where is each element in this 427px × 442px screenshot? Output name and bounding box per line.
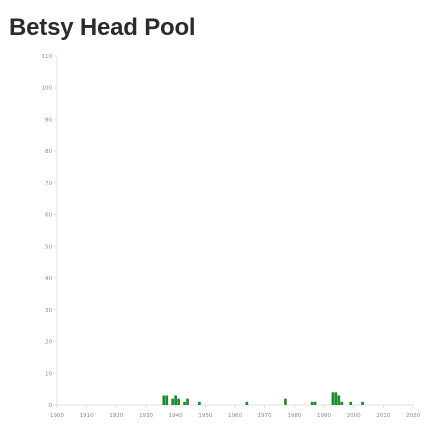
y-tick-label: 10 (45, 371, 52, 377)
bar (334, 392, 338, 405)
y-tick-label: 70 (45, 181, 52, 187)
bar (162, 395, 166, 405)
bar (340, 401, 344, 405)
bar (177, 398, 180, 405)
x-tick-label: 1930 (139, 413, 153, 419)
x-tick-label: 2020 (406, 413, 420, 419)
x-tick-label: 1910 (80, 413, 94, 419)
bar (171, 398, 175, 405)
y-tick-label: 40 (45, 276, 52, 282)
y-tick-label: 20 (45, 340, 52, 346)
y-tick-label: 100 (42, 86, 53, 92)
y-tick-label: 60 (45, 213, 52, 219)
y-tick-label: 110 (42, 54, 53, 60)
y-tick-label: 90 (45, 117, 52, 123)
bar (337, 395, 341, 405)
x-tick-label: 1980 (287, 413, 301, 419)
bar (186, 398, 189, 405)
y-tick-label: 80 (45, 149, 52, 155)
bar (313, 401, 317, 405)
y-tick-label: 0 (49, 403, 53, 409)
x-tick-label: 2010 (376, 413, 390, 419)
y-tick-label: 30 (45, 308, 52, 314)
bar (284, 398, 287, 405)
x-tick-label: 1990 (317, 413, 331, 419)
x-tick-label: 1940 (169, 413, 183, 419)
bar (198, 401, 201, 405)
y-tick-label: 50 (45, 244, 52, 250)
x-tick-label: 2000 (347, 413, 361, 419)
x-axis: 1900 1910 1920 1930 1940 1950 1960 1970 1980 1990… (50, 404, 420, 419)
x-tick-label: 1900 (50, 413, 64, 419)
bar (331, 392, 335, 405)
bar (165, 395, 169, 405)
x-tick-label: 1970 (258, 413, 272, 419)
x-tick-label: 1920 (109, 413, 123, 419)
bar (361, 401, 364, 405)
bar (174, 395, 178, 405)
page-title: Betsy Head Pool (9, 14, 196, 41)
bar (349, 401, 353, 405)
y-axis: 0 10 20 30 40 50 60 70 80 90 100 110 (42, 54, 58, 409)
bar (183, 401, 186, 405)
x-tick-label: 1960 (228, 413, 242, 419)
x-tick-label: 1950 (198, 413, 212, 419)
bar-series (162, 392, 364, 405)
bar (245, 401, 249, 405)
bar (310, 401, 314, 405)
